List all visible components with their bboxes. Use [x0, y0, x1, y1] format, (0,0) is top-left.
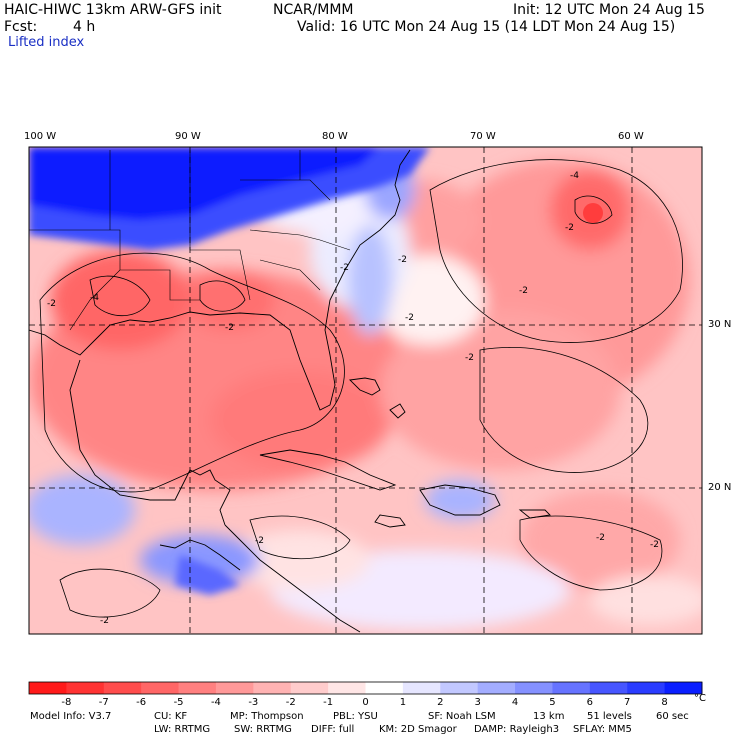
lon-label-80w: 80 W [322, 131, 348, 142]
colorbar-swatch [552, 682, 591, 694]
contour-value-label: -4 [570, 171, 579, 181]
contour-value-label: -2 [650, 540, 659, 550]
lat-lon-grid [29, 147, 702, 634]
map-frame [28, 146, 703, 635]
colorbar-tick-label: 4 [512, 697, 518, 708]
model-title: HAIC-HIWC 13km ARW-GFS init [4, 2, 222, 18]
model-info-lw: LW: RRTMG [154, 724, 211, 735]
lon-label-60w: 60 W [618, 131, 644, 142]
model-info-cu: CU: KF [154, 711, 188, 722]
forecast-label: Fcst: [4, 19, 38, 35]
contour-value-label: -2 [100, 616, 109, 626]
colorbar-swatch [253, 682, 292, 694]
organization-label: NCAR/MMM [273, 2, 354, 18]
contour-value-label: -2 [405, 313, 414, 323]
colorbar-tick-label: -2 [286, 697, 296, 708]
model-info-damp: DAMP: Rayleigh3 [474, 724, 560, 735]
contour-value-label: -2 [565, 223, 574, 233]
colorbar-swatch [440, 682, 479, 694]
model-info-version: Model Info: V3.7 [30, 711, 112, 722]
lat-label-20n: 20 N [708, 482, 732, 493]
colorbar-swatches [29, 682, 703, 694]
colorbar-tick-label: 2 [437, 697, 443, 708]
colorbar-tick-label: -7 [99, 697, 109, 708]
contour-value-label: -2 [465, 353, 474, 363]
colorbar-swatch [141, 682, 180, 694]
contour-value-label: -2 [255, 536, 264, 546]
colorbar-tick-label: 5 [549, 697, 555, 708]
colorbar-swatch [66, 682, 105, 694]
colorbar-frame [28, 681, 703, 695]
state-borders [29, 150, 351, 331]
valid-time: Valid: 16 UTC Mon 24 Aug 15 (14 LDT Mon … [297, 19, 676, 35]
lon-label-70w: 70 W [470, 131, 496, 142]
colorbar-swatch [178, 682, 217, 694]
colorbar-tick-labels: -8 -7 -6 -5 -4 -3 -2 -1 0 1 2 3 4 5 6 7 8 [61, 697, 667, 708]
contour-value-labels: -2 -4 -2 -2 -2 -4 -2 -2 -2 -2 -2 -2 -2 -2 [47, 171, 659, 626]
contour-value-label: -2 [340, 263, 349, 273]
colorbar-swatch [215, 682, 254, 694]
colorbar-tick-label: -4 [211, 697, 221, 708]
lat-label-30n: 30 N [708, 319, 732, 330]
colorbar-swatch [290, 682, 329, 694]
stable-region [29, 147, 430, 595]
model-info-diff: DIFF: full [311, 724, 355, 735]
init-time: Init: 12 UTC Mon 24 Aug 15 [513, 2, 705, 18]
model-info-pbl: PBL: YSU [333, 711, 378, 722]
lon-label-100w: 100 W [24, 131, 57, 142]
colorbar-swatch [627, 682, 666, 694]
coastlines [29, 149, 551, 633]
colorbar-tick-label: 7 [624, 697, 630, 708]
colorbar-swatch [103, 682, 142, 694]
colorbar-tick-label: 8 [661, 697, 667, 708]
colorbar-tick-label: 6 [587, 697, 593, 708]
colorbar-tick-label: -8 [61, 697, 71, 708]
colorbar-swatch [328, 682, 366, 694]
colorbar-swatch [515, 682, 553, 694]
model-info-sf: SF: Noah LSM [428, 711, 496, 722]
model-info-km: KM: 2D Smagor [379, 724, 457, 735]
colorbar-swatch [477, 682, 516, 694]
lon-label-90w: 90 W [175, 131, 201, 142]
colorbar-swatch [589, 682, 628, 694]
contour-value-label: -2 [47, 299, 56, 309]
colorbar-tick-label: -6 [136, 697, 146, 708]
colorbar-tick-label: -3 [248, 697, 258, 708]
colorbar-swatch [365, 682, 404, 694]
contour-value-label: -2 [596, 533, 605, 543]
colorbar-swatch [29, 682, 67, 694]
contour-value-label: -4 [90, 293, 99, 303]
forecast-hour: 4 h [73, 19, 96, 35]
lifted-index-shading [29, 160, 702, 630]
contour-value-label: -2 [225, 323, 234, 333]
colorbar-tick-label: -5 [174, 697, 184, 708]
contour-value-label: -2 [398, 255, 407, 265]
min-lifted-index-core [583, 203, 603, 223]
model-info-sflay: SFLAY: MM5 [573, 724, 632, 735]
model-info-levels: 51 levels [587, 711, 632, 722]
contour-lines [39, 159, 683, 618]
contour-value-label: -2 [519, 286, 528, 296]
model-info-mp: MP: Thompson [230, 711, 304, 722]
colorbar-unit: °C [694, 693, 706, 704]
model-info-timestep: 60 sec [656, 711, 689, 722]
colorbar-tick-label: -1 [323, 697, 333, 708]
model-info-resolution: 13 km [533, 711, 565, 722]
field-name: Lifted index [8, 35, 85, 50]
colorbar-swatch [402, 682, 441, 694]
colorbar-tick-label: 1 [400, 697, 406, 708]
colorbar-swatch [664, 682, 703, 694]
colorbar-tick-label: 3 [474, 697, 480, 708]
colorbar-tick-label: 0 [362, 697, 368, 708]
model-info-sw: SW: RRTMG [234, 724, 292, 735]
